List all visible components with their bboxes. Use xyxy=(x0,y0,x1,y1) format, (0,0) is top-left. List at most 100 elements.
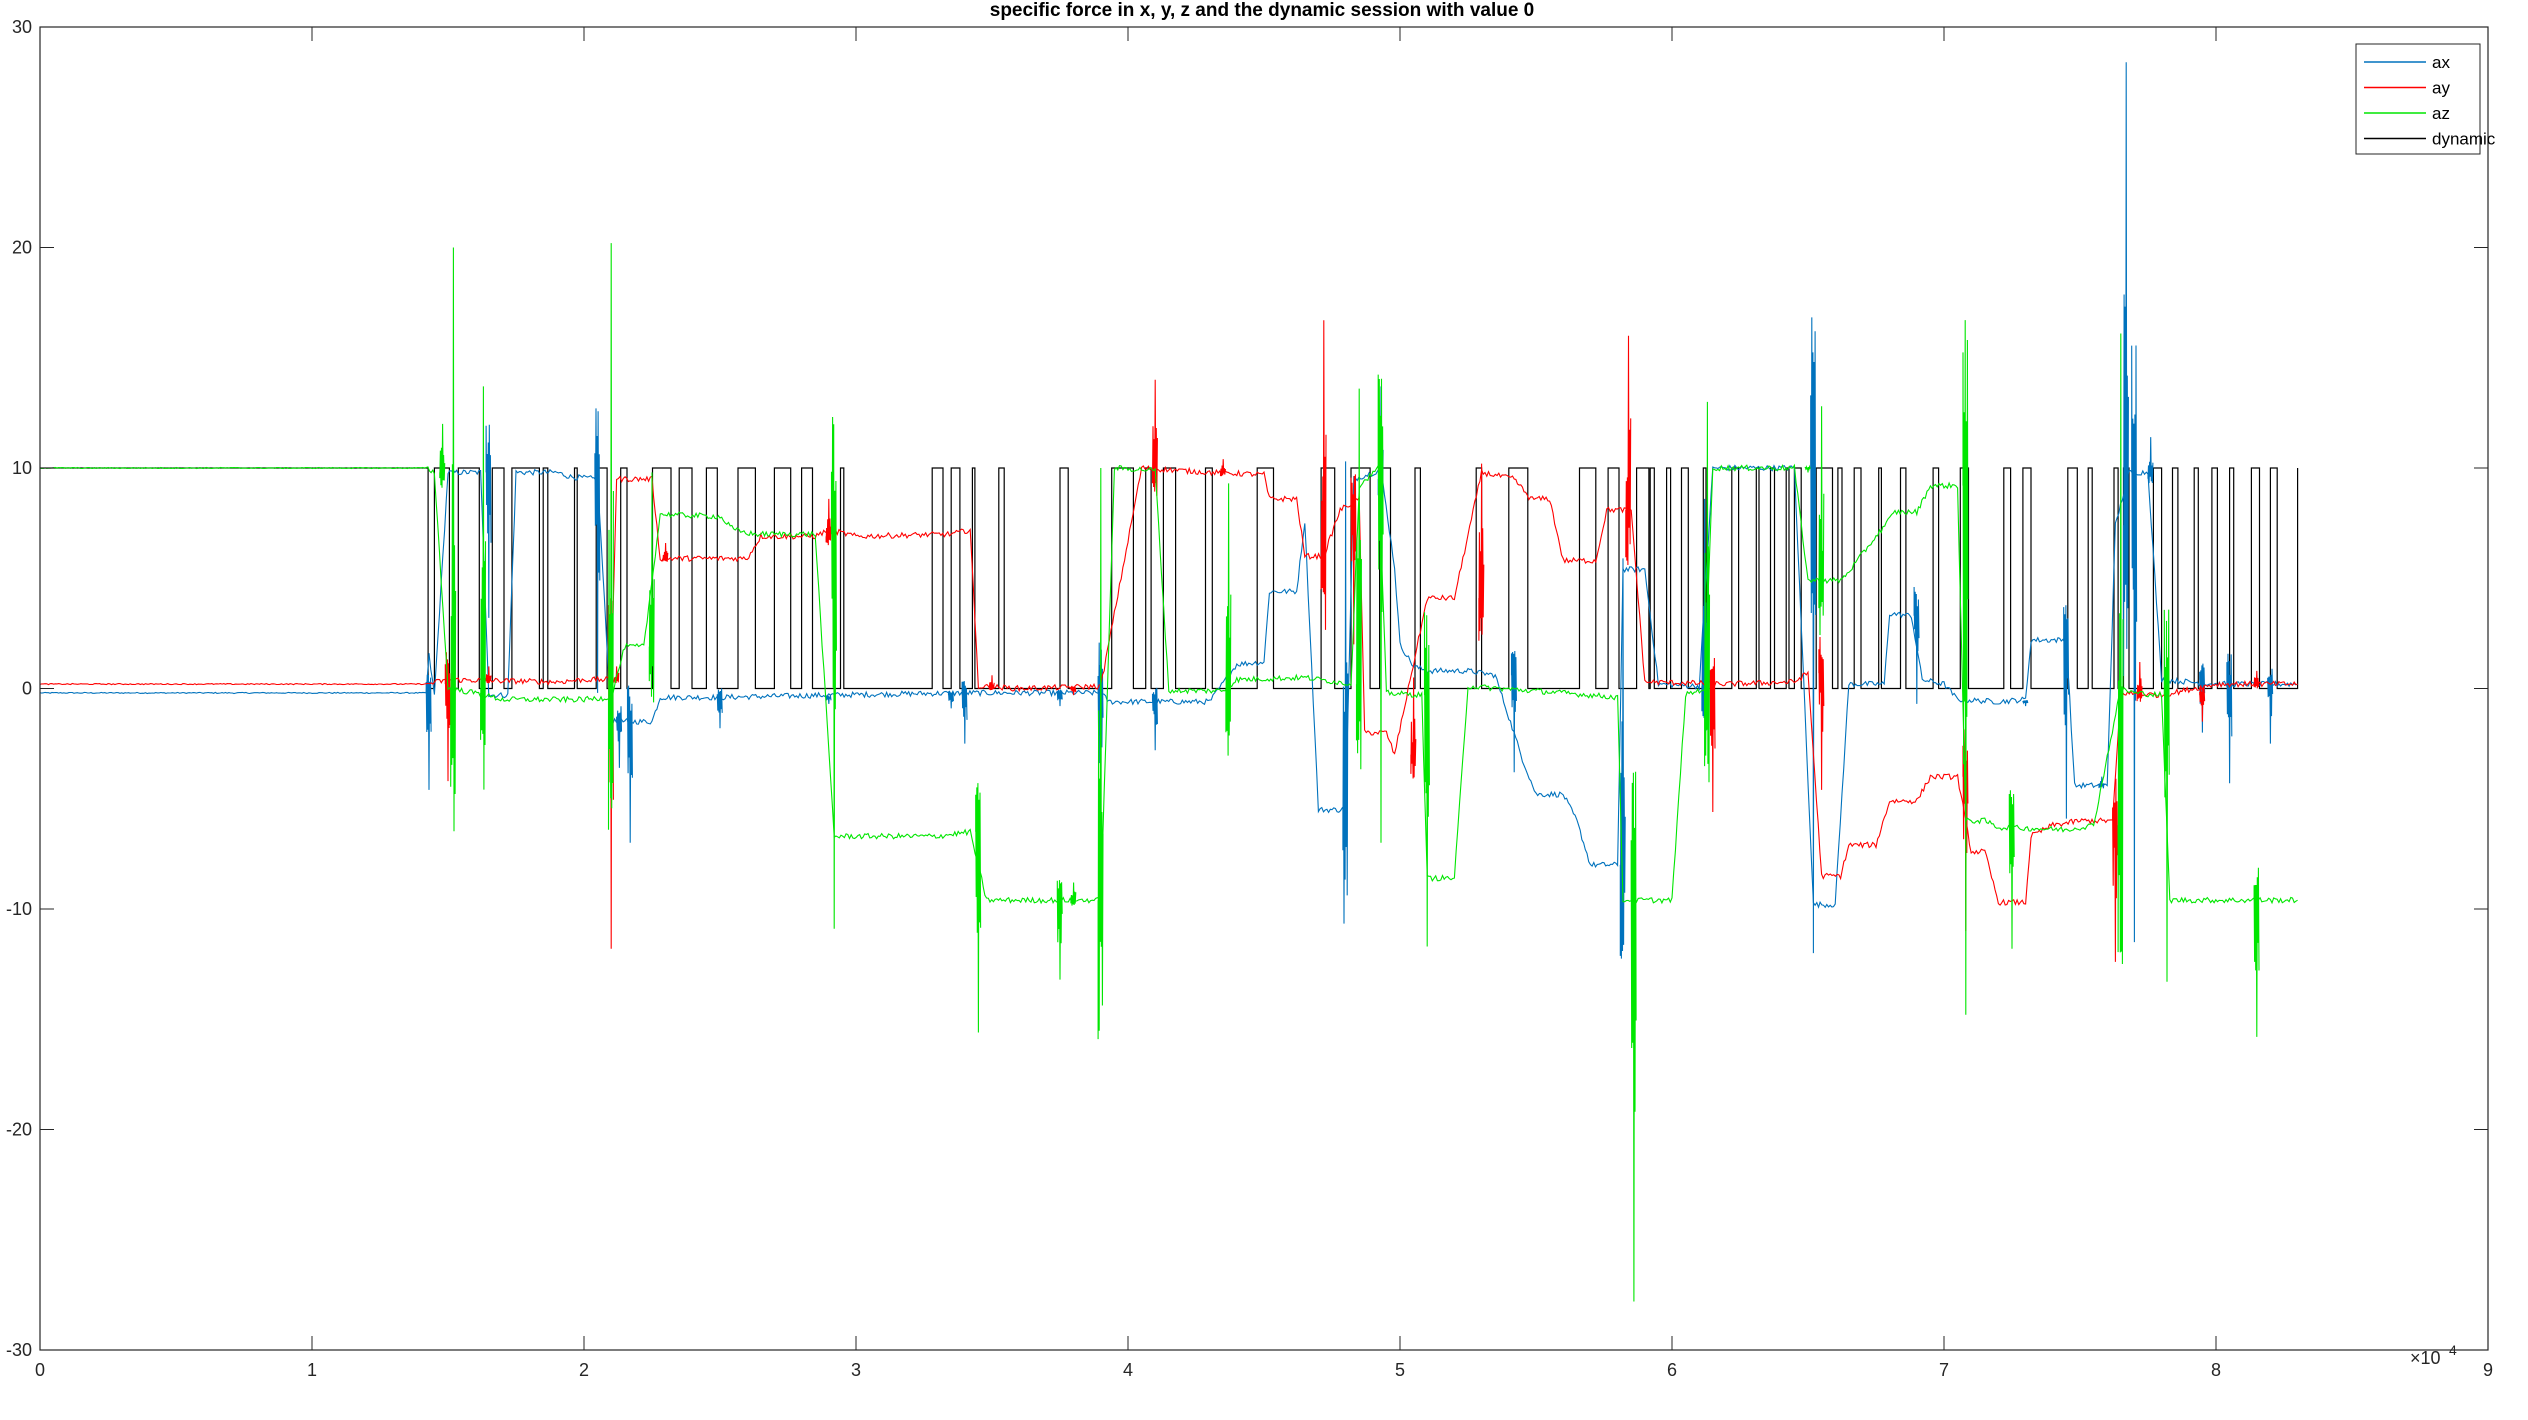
series-spike-ay xyxy=(1818,636,1825,790)
series-spike-az xyxy=(1818,406,1825,636)
legend-label-ax: ax xyxy=(2432,53,2450,72)
x-tick-label: 4 xyxy=(1123,1360,1133,1380)
series-spike-ax xyxy=(2022,700,2029,707)
series-spike-ay xyxy=(2199,686,2206,722)
series-spike-ay xyxy=(2112,778,2119,962)
x-exponent-power: 4 xyxy=(2449,1342,2457,1358)
y-tick-label: -20 xyxy=(6,1120,32,1140)
y-axis: -30 -20 -10 0 10 20 30 xyxy=(6,17,2488,1360)
series-spike-az xyxy=(1225,483,1232,756)
series-spike-az xyxy=(450,247,457,832)
series-spike-ax xyxy=(2063,605,2070,819)
series-spike-ax xyxy=(1510,650,1517,773)
series-spike-az xyxy=(1804,464,1811,473)
series-spike-az xyxy=(1962,320,1969,1015)
y-tick-label: -30 xyxy=(6,1340,32,1360)
x-tick-label: 6 xyxy=(1667,1360,1677,1380)
series-spike-az xyxy=(607,243,614,830)
series-spike-ax xyxy=(425,674,432,790)
y-tick-label: -10 xyxy=(6,899,32,919)
x-exponent-base: ×10 xyxy=(2410,1348,2441,1368)
x-tick-label: 0 xyxy=(35,1360,45,1380)
series-spike-az xyxy=(1423,612,1430,947)
series-spike-ax xyxy=(1913,586,1920,704)
series-spike-az xyxy=(2008,790,2015,949)
series-spike-az xyxy=(1377,374,1384,843)
legend-label-dynamic: dynamic xyxy=(2432,130,2496,149)
series-spike-ay xyxy=(1350,474,1357,645)
legend-label-az: az xyxy=(2432,104,2450,123)
series-line-dynamic xyxy=(40,467,2299,690)
series-spike-az xyxy=(1630,771,1637,1302)
series-spike-ay xyxy=(825,498,832,546)
series-spike-ay xyxy=(613,666,620,684)
series-spike-az xyxy=(480,386,487,790)
series-spike-ay xyxy=(1320,320,1327,630)
x-tick-label: 2 xyxy=(579,1360,589,1380)
series-spike-az xyxy=(2253,867,2260,1037)
series-spike-az xyxy=(1704,401,1711,783)
series-spike-ay xyxy=(1070,686,1077,696)
series-spike-ax xyxy=(2131,345,2138,943)
series-spike-ax xyxy=(2226,653,2233,784)
y-tick-label: 30 xyxy=(12,17,32,37)
series-spike-ay xyxy=(444,652,451,782)
series-line-ay xyxy=(40,465,2298,906)
series-spike-az xyxy=(830,416,837,929)
series-spike-ax xyxy=(1056,689,1063,707)
series-spike-ay xyxy=(1625,335,1632,566)
series-spike-ax xyxy=(594,408,601,693)
series-spike-ay xyxy=(1151,379,1158,496)
legend: ax ay az dynamic xyxy=(2355,43,2496,155)
series-spike-ay xyxy=(1478,463,1485,641)
series-spike-ay xyxy=(2253,670,2260,689)
series-spike-ax xyxy=(2122,62,2129,677)
x-tick-label: 5 xyxy=(1395,1360,1405,1380)
series-spike-ax xyxy=(1810,317,1817,954)
x-tick-label: 7 xyxy=(1939,1360,1949,1380)
legend-label-ay: ay xyxy=(2432,79,2450,98)
series-spike-ax xyxy=(1342,461,1349,924)
y-tick-label: 0 xyxy=(22,679,32,699)
series-spike-az xyxy=(1070,882,1077,906)
x-tick-label: 3 xyxy=(851,1360,861,1380)
series-spike-ax xyxy=(616,706,623,768)
series-spike-ax xyxy=(2267,668,2274,744)
y-tick-label: 10 xyxy=(12,458,32,478)
series-spike-ay xyxy=(1709,657,1716,813)
series-spike-ay xyxy=(1410,677,1417,779)
series-spike-az xyxy=(2163,609,2170,982)
series-spike-ay xyxy=(988,675,995,690)
series-spike-ax xyxy=(961,681,968,744)
y-tick-label: 20 xyxy=(12,238,32,258)
series-spike-ax xyxy=(626,685,633,843)
x-tick-label: 9 xyxy=(2483,1360,2493,1380)
series-spike-ax xyxy=(825,695,832,704)
series-line-ax xyxy=(40,464,2298,909)
series-spike-az xyxy=(1355,388,1362,770)
chart-title: specific force in x, y, z and the dynami… xyxy=(990,0,1535,21)
x-exponent: ×10 4 xyxy=(2410,1342,2457,1368)
series-spike-ax xyxy=(1151,687,1158,751)
series-spike-ay xyxy=(662,542,669,562)
x-tick-label: 8 xyxy=(2211,1360,2221,1380)
series-spike-az xyxy=(648,472,655,703)
series-spike-az xyxy=(2117,333,2124,965)
series-line-az xyxy=(40,463,2298,905)
series-spike-ay xyxy=(2136,661,2143,702)
x-axis: 0 1 2 3 4 5 6 7 8 9 xyxy=(35,27,2493,1380)
x-tick-label: 1 xyxy=(307,1360,317,1380)
series-spike-ax xyxy=(716,688,723,729)
series-spike-ax xyxy=(2147,437,2154,484)
series-spike-az xyxy=(1056,880,1063,980)
series-layer xyxy=(40,62,2299,1302)
series-spike-az xyxy=(1097,467,1104,1040)
series-spike-ax xyxy=(485,424,492,618)
series-spike-az xyxy=(439,423,446,488)
series-spike-ax xyxy=(947,691,954,709)
series-spike-az xyxy=(975,783,982,1033)
series-spike-ay xyxy=(1219,459,1226,477)
